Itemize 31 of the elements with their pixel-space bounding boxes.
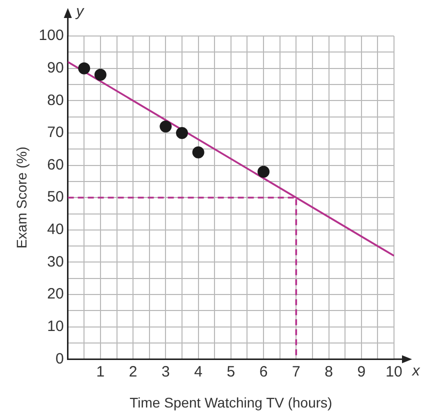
y-axis-title: Exam Score (%) (13, 146, 30, 249)
x-tick-label: 5 (226, 363, 236, 380)
x-tick-label: 7 (292, 363, 300, 380)
y-tick-label: 50 (47, 188, 64, 206)
y-tick-label: 80 (47, 92, 64, 109)
x-axis-title: Time Spent Watching TV (hours) (130, 394, 332, 410)
x-tick-label: 4 (194, 363, 202, 380)
y-tick-label: 40 (47, 221, 64, 238)
x-tick-label: 6 (259, 363, 268, 380)
x-tick-label: 9 (357, 363, 366, 380)
point (176, 126, 188, 139)
y-tick-label: 100 (38, 27, 64, 44)
y-tick-label: 70 (47, 124, 64, 142)
y-tick-label: 0 (55, 350, 64, 368)
point (160, 120, 172, 132)
point (258, 166, 270, 178)
point (78, 62, 90, 74)
y-tick-label: 90 (47, 59, 64, 76)
x-tick-label: 8 (324, 363, 333, 380)
point (192, 146, 204, 158)
x-tick-label: 10 (386, 363, 402, 380)
y-tick-label: 20 (47, 286, 64, 303)
y-tick-label: 10 (47, 318, 64, 336)
y-tick-label: 30 (47, 253, 64, 270)
text: x (411, 362, 420, 380)
x-tick-label: 3 (162, 363, 170, 380)
text: y (75, 3, 86, 20)
y-tick-label: 60 (47, 156, 64, 174)
x-tick-label: 1 (96, 363, 105, 380)
x-tick-label: 2 (128, 363, 138, 380)
point (94, 68, 106, 81)
